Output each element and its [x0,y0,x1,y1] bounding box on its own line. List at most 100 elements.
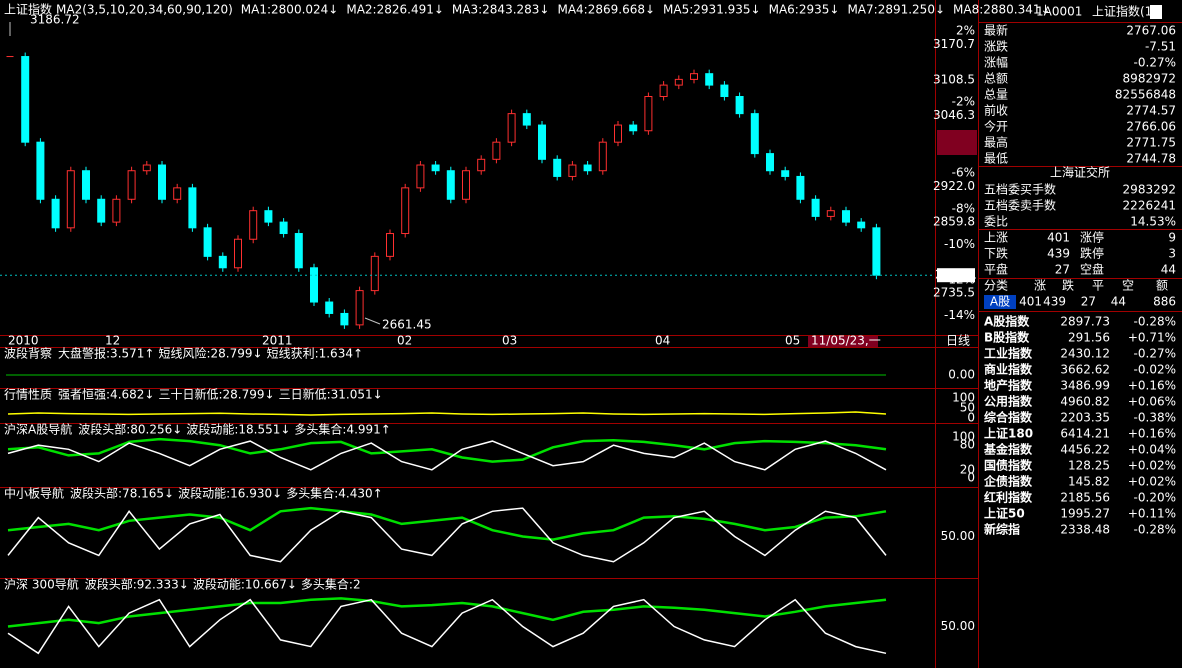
panel-indicator: 短线获利:1.634↑ [267,347,363,361]
panel-tick-label: 50.00 [941,619,975,633]
candle [857,221,866,229]
quote-label: 涨跌 [984,39,1008,54]
panel-tick-label: 50.00 [941,529,975,543]
candle [446,170,455,200]
candle [127,170,136,200]
index-value: 2203.35 [1060,411,1110,425]
index-value: 3662.62 [1060,363,1110,377]
index-change: -0.28% [1134,315,1176,329]
stock-code: 1A0001 [1036,5,1082,19]
index-change: +0.04% [1128,443,1176,457]
candle [705,73,714,86]
table-row-bg [984,295,1016,309]
index-name: 国债指数 [984,458,1033,473]
index-name: 红利指数 [984,490,1033,505]
candle [294,233,303,269]
candle [158,164,166,200]
breadth-label: 跌停 [1080,246,1104,261]
index-value: 145.82 [1068,475,1110,489]
candle [340,312,349,326]
indicator-line [7,598,887,655]
candle [416,164,425,189]
panel-tick-label: 0 [967,411,975,425]
chart-title: 上证指数 [4,2,52,17]
breadth-value: 44 [1161,263,1176,277]
candle [82,170,90,200]
quote-value: 2771.75 [1126,136,1176,150]
candle [112,198,121,223]
breadth-label: 涨停 [1080,230,1104,245]
candle [264,210,273,223]
breadth-value: 3 [1168,247,1176,261]
pct-tick-label: -10% [944,237,975,251]
pct-tick-label: -6% [952,166,975,180]
quote-value: 82556848 [1115,88,1176,102]
cursor-date: 11/05/23,一 [811,334,881,348]
panel-indicator: 大盘警报:3.571↑ [58,346,154,361]
candle [781,170,790,177]
index-name: 公用指数 [984,394,1033,409]
index-value: 3486.99 [1060,379,1110,393]
candle [234,238,242,269]
panel-indicator: 波段头部:92.333↓ [85,577,189,592]
candle [279,221,288,235]
ma-value: MA7:2891.250↓ [847,3,945,17]
index-value: 2430.12 [1060,347,1110,361]
candle [750,113,759,155]
candle [36,141,45,200]
order-label: 委比 [984,215,1008,229]
table-cell: A股 [990,295,1010,309]
low-leader [364,317,381,325]
index-change: -0.38% [1134,411,1176,425]
cursor-date-bg [808,336,878,347]
panel-tick-label: 0 [967,471,975,485]
period-label[interactable]: 日线 [946,334,970,348]
index-name: 综合指数 [984,410,1033,425]
breadth-label: 上涨 [984,230,1008,245]
pct-tick-label: -8% [952,201,975,215]
candle [386,233,394,257]
panel-indicator: 多头集合:2 [301,577,361,592]
table-header: 额 [1156,279,1168,293]
price-tag: 2767.1 [935,268,977,282]
price-tag-bg [937,268,975,283]
ma-value: MA5:2931.935↓ [663,3,761,17]
pct-tick-label: -2% [952,95,975,109]
candle [720,84,729,98]
quote-label: 最低 [984,152,1008,166]
panel-tick-label: 50 [960,401,975,415]
breadth-label: 空盘 [1080,262,1104,277]
table-cell: 401 [1019,295,1042,309]
candle [21,56,30,143]
quote-value: 2766.06 [1126,120,1176,134]
index-value: 4960.82 [1060,395,1110,409]
y-tick-label: 3108.5 [933,73,975,87]
panel-tick-label: 100 [952,391,975,405]
breadth-value: 27 [1055,263,1070,277]
candle [249,210,258,240]
indicator-line [7,597,887,628]
panel-tick-label: 20 [960,462,975,476]
index-value: 2897.73 [1060,315,1110,329]
candle [538,124,546,160]
index-change: -0.27% [1134,347,1176,361]
table-header: 分类 [984,279,1008,293]
close-button[interactable] [1150,5,1162,19]
y-tick-label: 3170.7 [933,37,975,51]
index-change: +0.02% [1128,459,1176,473]
quote-label: 前收 [984,103,1008,118]
index-value: 291.56 [1068,331,1110,345]
quote-value: -0.27% [1134,56,1176,70]
panel-indicator: 多头集合:4.991↑ [294,422,390,437]
candle [188,187,197,229]
candle [325,301,334,314]
date-label: 2011 [262,334,293,348]
index-value: 2338.48 [1060,523,1110,537]
candle [522,113,531,126]
candle [477,158,486,172]
date-label: 2010 [8,334,39,348]
index-change: -0.02% [1134,363,1176,377]
index-change: +0.16% [1128,379,1176,393]
candle [872,227,881,276]
